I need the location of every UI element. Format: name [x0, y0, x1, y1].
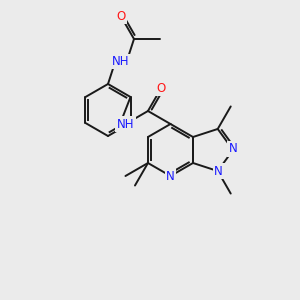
Text: NH: NH — [117, 118, 134, 130]
Text: N: N — [166, 169, 175, 182]
Text: NH: NH — [112, 55, 130, 68]
Text: O: O — [156, 82, 166, 95]
Text: N: N — [214, 164, 223, 178]
Text: N: N — [229, 142, 237, 155]
Text: O: O — [116, 10, 126, 23]
